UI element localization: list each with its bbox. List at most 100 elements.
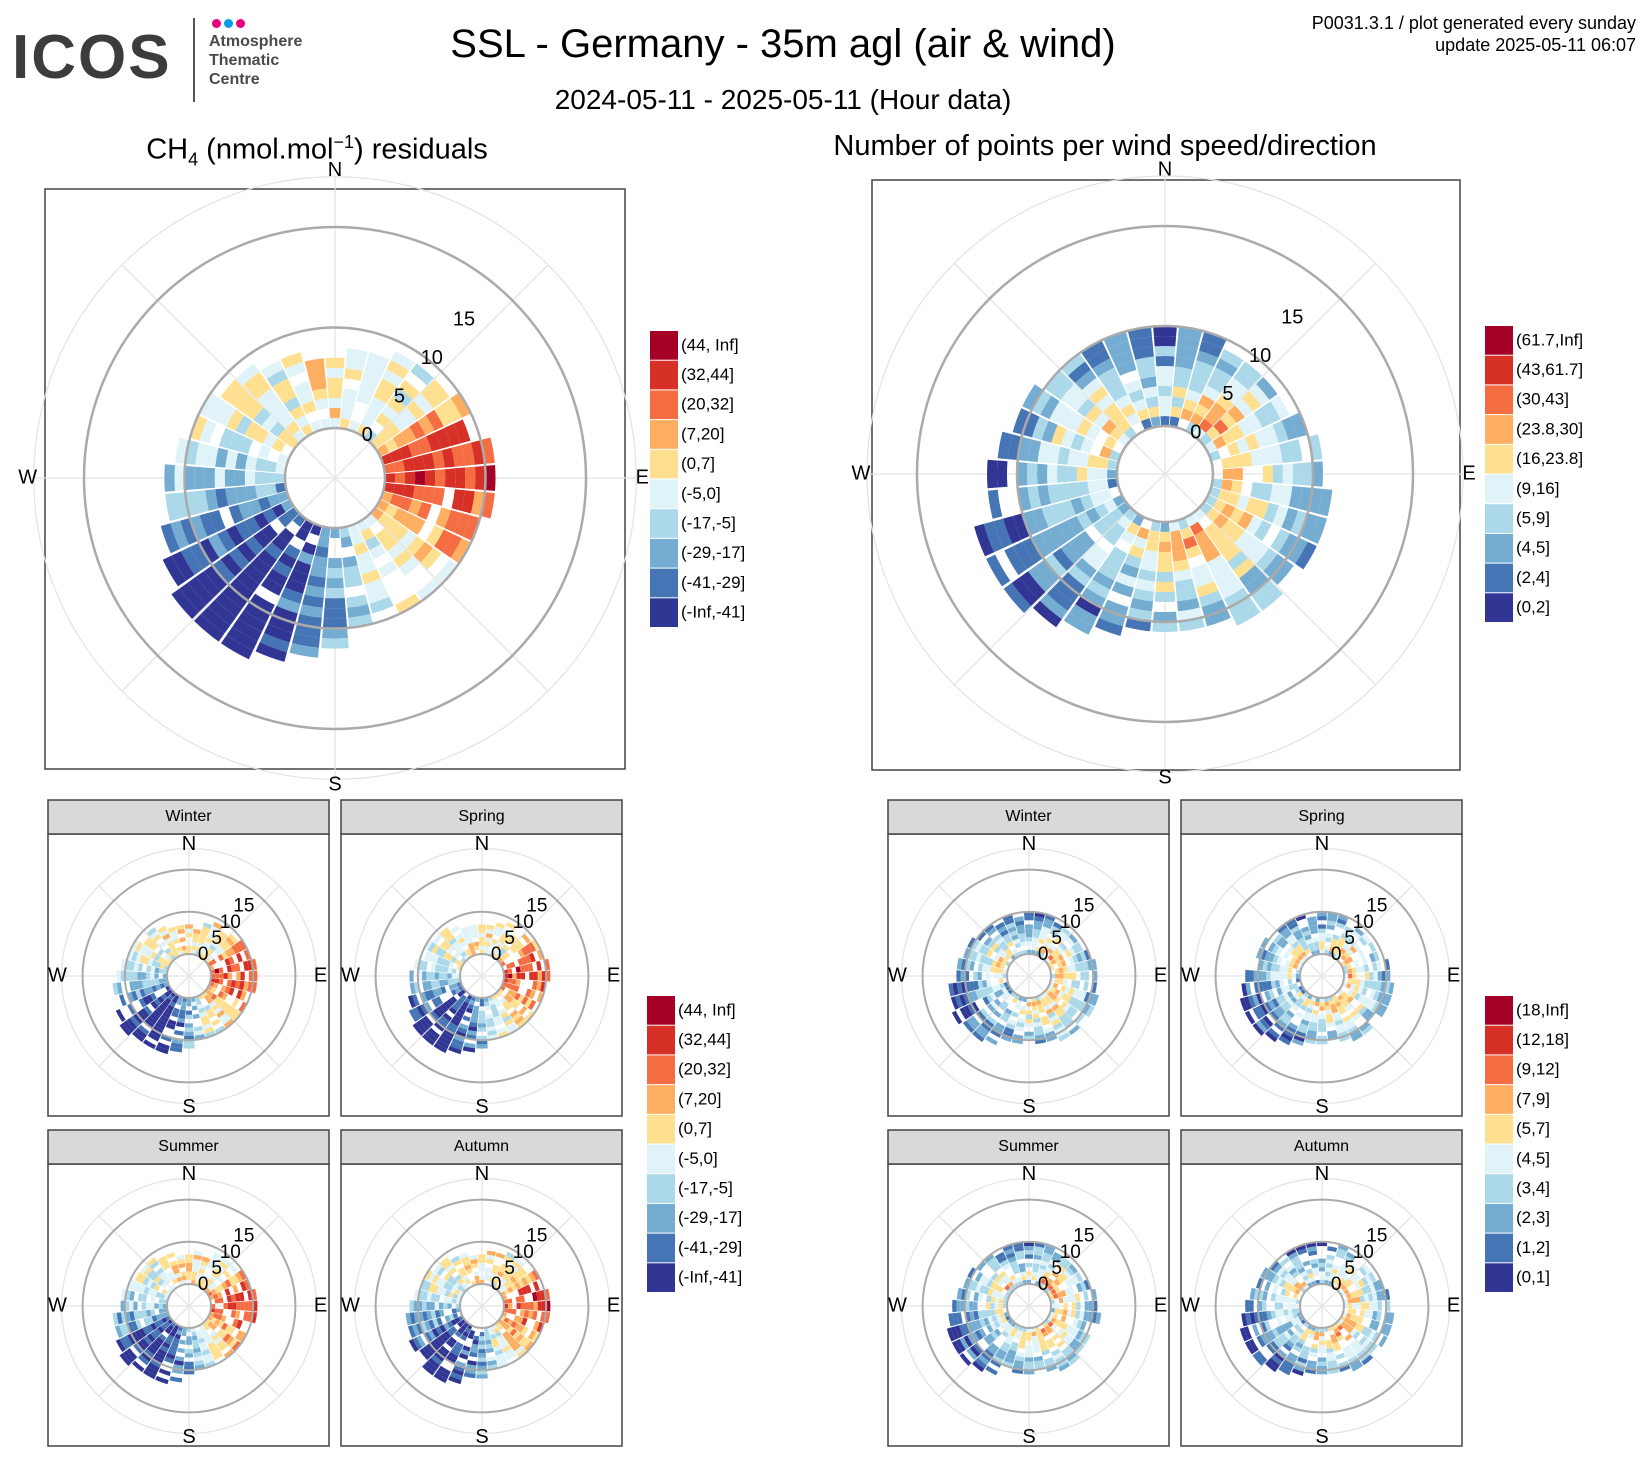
wind-rose-cell: [1085, 405, 1103, 423]
wind-rose-cell: [1283, 1331, 1292, 1340]
wind-rose-cell: [219, 973, 224, 979]
wind-rose-cell: [1002, 1263, 1011, 1271]
wind-rose-cell: [198, 938, 206, 945]
wind-rose-cell: [1046, 1364, 1058, 1372]
wind-rose-cell: [472, 1339, 479, 1345]
wind-rose-cell: [153, 1328, 162, 1337]
wind-rose-cell: [344, 368, 363, 381]
wind-rose-cell: [1175, 356, 1195, 370]
wind-rose-cell: [265, 483, 277, 496]
wind-rose-cell: [450, 1255, 460, 1264]
wind-rose-cell: [433, 933, 443, 944]
wind-rose-cell: [1039, 1264, 1047, 1271]
wind-rose-cell: [204, 951, 211, 958]
wind-rose-cell: [461, 490, 475, 514]
wind-rose-cell: [1026, 1002, 1032, 1007]
wind-rose-cell: [214, 468, 226, 488]
wind-rose-cell: [950, 1326, 960, 1340]
wind-rose-cell: [1351, 967, 1357, 974]
wind-rose-cell: [1097, 479, 1109, 492]
wind-rose-cell: [1051, 1348, 1061, 1357]
wind-rose-cell: [1056, 1291, 1063, 1298]
wind-rose-cell: [232, 618, 262, 642]
wind-rose-cell: [1288, 1314, 1295, 1321]
wind-rose-cell: [1078, 961, 1085, 972]
wind-rose-cell: [146, 994, 154, 1003]
wind-rose-cell: [1237, 511, 1254, 530]
wind-rose-cell: [962, 1020, 975, 1033]
wind-rose-cell: [467, 1003, 474, 1010]
wind-rose-cell: [330, 527, 340, 539]
wind-rose-cell: [531, 980, 538, 991]
wind-rose-cell: [487, 1030, 498, 1036]
wind-rose-cell: [424, 1269, 433, 1281]
wind-rose-cell: [205, 1338, 214, 1345]
wind-rose-cell: [974, 1271, 984, 1283]
wind-rose-cell: [1056, 945, 1065, 954]
wind-rose-cell: [1293, 951, 1301, 959]
wind-rose-cell: [983, 1253, 995, 1264]
wind-rose-cell: [1278, 972, 1284, 980]
wind-rose-cell: [214, 1308, 220, 1314]
wind-rose-cell: [174, 1333, 181, 1340]
wind-rose-cell: [202, 944, 209, 951]
wind-rose-cell: [191, 1001, 197, 1007]
legend-swatch: [650, 538, 678, 568]
wind-rose-cell: [257, 496, 272, 512]
wind-rose-cell: [1051, 1018, 1061, 1027]
wind-rose-cell: [1359, 1295, 1365, 1303]
wind-rose-cell: [1279, 1324, 1287, 1333]
wind-rose-cell: [124, 1300, 130, 1312]
wind-rose-cell: [1343, 951, 1351, 959]
wind-rose-cell: [495, 1252, 506, 1260]
wind-rose-cell: [151, 985, 158, 993]
compass-s: S: [182, 1096, 195, 1118]
wind-rose-cell: [487, 1360, 498, 1366]
wind-rose-cell: [133, 961, 140, 972]
wind-rose-cell: [1343, 958, 1350, 965]
wind-rose-cell: [987, 1316, 994, 1324]
wind-rose-cell: [1033, 1025, 1044, 1032]
wind-rose-cell: [486, 1258, 494, 1265]
wind-rose-cell: [143, 1018, 155, 1029]
wind-rose-cell: [432, 487, 445, 506]
wind-rose-cell: [450, 1286, 457, 1293]
wind-rose-cell: [361, 569, 381, 585]
wind-rose-cell: [443, 972, 448, 980]
wind-rose-cell: [1306, 1360, 1317, 1366]
wind-rose-cell: [215, 488, 229, 509]
wind-rose-cell: [1183, 398, 1198, 413]
wind-rose-cell: [173, 1030, 184, 1036]
wind-rose-cell: [419, 1348, 431, 1360]
wind-rose-cell: [1288, 439, 1303, 462]
wind-rose-cell: [513, 1315, 520, 1323]
wind-rose-cell: [141, 1302, 146, 1310]
speed-ring: [1006, 1283, 1052, 1329]
wind-rose-cell: [139, 988, 146, 998]
wind-rose-cell: [1327, 1030, 1338, 1036]
wind-rose-cell: [367, 587, 390, 604]
wind-rose-cell: [119, 1337, 130, 1350]
wind-rose-cell: [982, 946, 990, 956]
wind-rose-cell: [327, 557, 343, 569]
wind-rose-cell: [138, 944, 147, 954]
wind-rose-cell: [1347, 1308, 1353, 1314]
wind-rose-cell: [471, 933, 479, 939]
compass-w: W: [1181, 1294, 1200, 1316]
wind-rose-cell: [159, 963, 166, 969]
wind-rose-cell: [1318, 1014, 1326, 1020]
wind-rose-cell: [451, 1003, 460, 1012]
wind-rose-cell: [414, 470, 426, 486]
wind-rose-cell: [514, 992, 521, 1001]
wind-rose-cell: [1297, 1284, 1304, 1291]
wind-rose-cell: [1347, 968, 1353, 974]
wind-rose-cell: [1019, 1339, 1026, 1345]
wind-rose-cell: [384, 503, 399, 518]
wind-rose-cell: [1241, 536, 1262, 557]
wind-rose-cell: [1280, 939, 1289, 949]
wind-rose-cell: [145, 1365, 158, 1376]
wind-rose-cell: [994, 921, 1006, 931]
wind-rose-cell: [269, 421, 286, 438]
wind-rose-cell: [215, 973, 220, 979]
wind-rose-cell: [179, 1009, 186, 1015]
